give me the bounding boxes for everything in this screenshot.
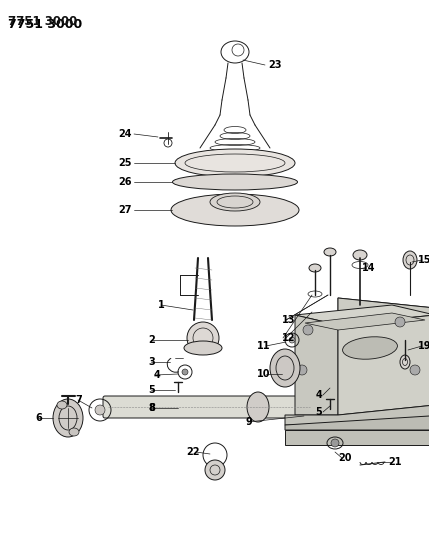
Text: 24: 24 [118,129,132,139]
Ellipse shape [324,248,336,256]
Text: 20: 20 [338,453,351,463]
Text: 9: 9 [245,417,252,427]
Ellipse shape [247,392,269,422]
Ellipse shape [353,250,367,260]
Text: 4: 4 [153,370,160,380]
Text: 5: 5 [148,385,155,395]
FancyBboxPatch shape [103,396,317,418]
Text: 15: 15 [418,255,429,265]
Text: 14: 14 [362,263,375,273]
Text: 8: 8 [148,403,155,413]
Circle shape [289,337,295,343]
Circle shape [182,369,188,375]
Polygon shape [285,405,429,425]
Text: 5: 5 [315,407,322,417]
Text: 7751 3000: 7751 3000 [8,15,77,28]
Circle shape [297,365,307,375]
Polygon shape [338,315,429,415]
Ellipse shape [403,251,417,269]
Polygon shape [295,345,338,430]
Text: 7751 3000: 7751 3000 [8,18,82,31]
Text: 27: 27 [118,205,132,215]
Circle shape [187,322,219,354]
Text: 2: 2 [148,335,155,345]
Circle shape [395,317,405,327]
Ellipse shape [53,399,83,437]
Text: 12: 12 [282,333,296,343]
Text: 3: 3 [148,357,155,367]
Text: 13: 13 [282,315,296,325]
Text: 1: 1 [158,300,165,310]
Circle shape [205,460,225,480]
Ellipse shape [69,428,79,436]
Ellipse shape [172,174,297,190]
Polygon shape [305,313,425,330]
Text: 8: 8 [148,403,155,413]
Text: 10: 10 [257,369,270,379]
Text: 22: 22 [187,447,200,457]
Polygon shape [295,315,338,415]
Text: 11: 11 [257,341,270,351]
Text: 6: 6 [35,413,42,423]
Text: 26: 26 [118,177,132,187]
Circle shape [303,325,313,335]
Circle shape [307,410,313,416]
Circle shape [410,365,420,375]
Ellipse shape [400,355,410,369]
Circle shape [325,385,331,391]
Circle shape [95,405,105,415]
Text: 21: 21 [388,457,402,467]
Text: 4: 4 [315,390,322,400]
Ellipse shape [210,193,260,211]
Ellipse shape [343,337,397,359]
Ellipse shape [270,349,300,387]
Text: 25: 25 [118,158,132,168]
Ellipse shape [57,401,67,409]
Polygon shape [295,305,429,325]
Text: 7: 7 [75,395,82,405]
Ellipse shape [175,149,295,177]
Text: 23: 23 [268,60,281,70]
Polygon shape [285,415,429,430]
Polygon shape [285,430,429,445]
Polygon shape [338,298,429,395]
Ellipse shape [171,194,299,226]
Polygon shape [338,298,429,355]
Ellipse shape [309,264,321,272]
Text: 19: 19 [418,341,429,351]
Circle shape [331,439,339,447]
Ellipse shape [184,341,222,355]
